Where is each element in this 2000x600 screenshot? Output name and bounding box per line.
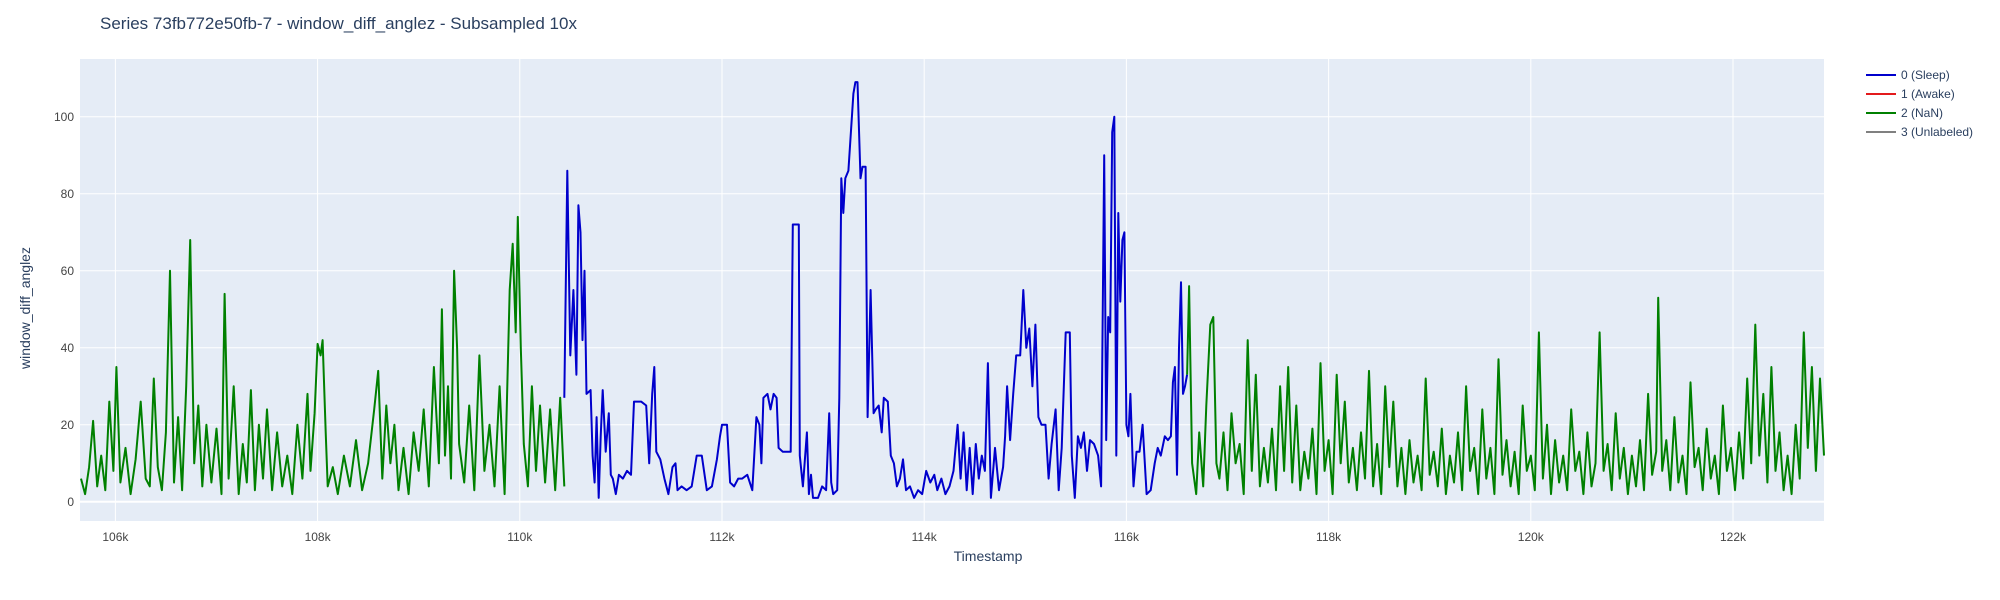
legend[interactable]: 0 (Sleep) 1 (Awake) 2 (NaN) 3 (Unlabeled) (1866, 68, 1973, 139)
legend-item[interactable]: 0 (Sleep) (1866, 68, 1950, 82)
gridlines (80, 59, 1824, 521)
x-tick-label: 110k (507, 530, 533, 544)
series-layer (80, 81, 1825, 499)
y-tick-label: 100 (54, 110, 74, 124)
y-tick-label: 40 (61, 341, 75, 355)
plot-area (80, 59, 1824, 521)
x-tick-label: 112k (709, 530, 735, 544)
series-line-nan-0 (80, 215, 566, 496)
x-tick-label: 108k (305, 530, 332, 544)
x-tick-label: 114k (912, 530, 938, 544)
y-tick-label: 60 (61, 264, 75, 278)
x-tick-label: 120k (1518, 530, 1545, 544)
y-axis-title: window_diff_anglez (17, 247, 33, 370)
legend-item[interactable]: 1 (Awake) (1866, 87, 1955, 101)
y-tick-label: 20 (61, 418, 75, 432)
legend-label: 1 (Awake) (1901, 87, 1955, 101)
x-axis: 106k 108k 110k 112k 114k 116k 118k 120k 122k (102, 530, 1747, 544)
legend-label: 3 (Unlabeled) (1901, 125, 1973, 139)
legend-label: 2 (NaN) (1901, 106, 1943, 120)
x-tick-label: 122k (1720, 530, 1747, 544)
x-tick-label: 116k (1114, 530, 1140, 544)
series-line-sleep-1 (563, 81, 1189, 499)
chart-title: Series 73fb772e50fb-7 - window_diff_angl… (100, 14, 577, 33)
legend-label: 0 (Sleep) (1901, 68, 1950, 82)
y-tick-label: 0 (67, 495, 74, 509)
y-axis: 0 20 40 60 80 100 (54, 110, 74, 509)
x-tick-label: 106k (102, 530, 129, 544)
series-line-nan-2 (1186, 285, 1825, 496)
x-axis-title: Timestamp (954, 548, 1023, 564)
x-tick-label: 118k (1316, 530, 1342, 544)
legend-item[interactable]: 3 (Unlabeled) (1866, 125, 1973, 139)
y-tick-label: 80 (61, 187, 75, 201)
legend-item[interactable]: 2 (NaN) (1866, 106, 1943, 120)
